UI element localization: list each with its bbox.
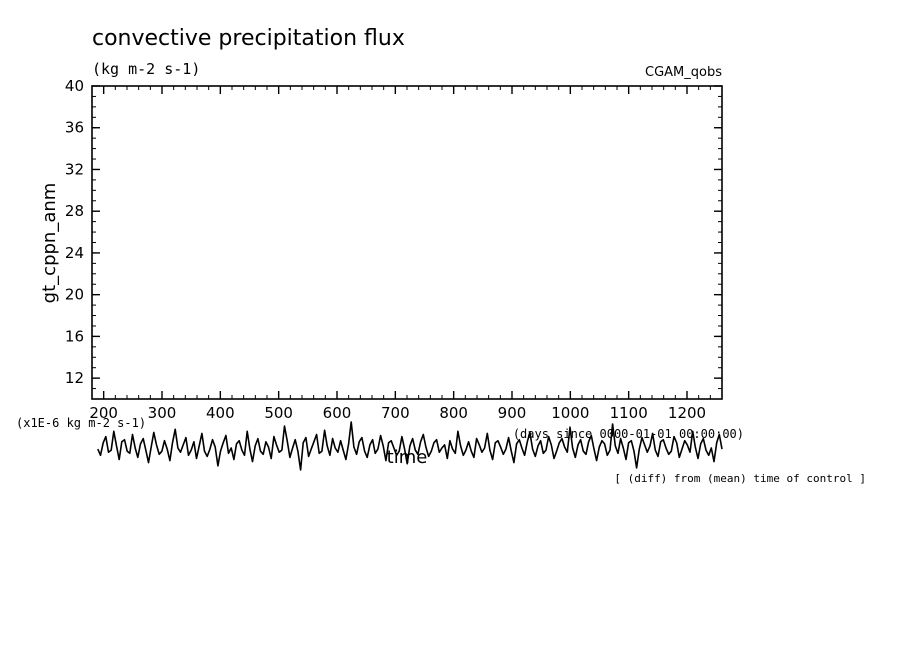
chart-title: convective precipitation flux bbox=[92, 26, 405, 51]
x-tick-label: 200 bbox=[89, 404, 118, 422]
y-tick-label: 24 bbox=[65, 244, 84, 262]
y-tick-label: 36 bbox=[65, 119, 84, 137]
x-tick-label: 800 bbox=[439, 404, 468, 422]
y-tick-label: 32 bbox=[65, 160, 84, 178]
y-tick-label: 28 bbox=[65, 202, 84, 220]
run-label: CGAM_qobs bbox=[645, 65, 722, 80]
x-axis-label: time bbox=[387, 447, 428, 468]
x-tick-label: 900 bbox=[498, 404, 527, 422]
y-axis-label: gt_cppn_anm bbox=[39, 183, 60, 304]
series-note: [ (diff) from (mean) time of control ] bbox=[614, 472, 866, 485]
x-axis: 200 300 400 500 600 700 800 900 1000 1100 1200 bbox=[89, 86, 723, 422]
x-tick-label: 1000 bbox=[551, 404, 589, 422]
x-tick-label: 1200 bbox=[668, 404, 706, 422]
y-tick-label: 16 bbox=[65, 327, 84, 345]
x-tick-label: 700 bbox=[381, 404, 410, 422]
y-scale-note: (x1E-6 kg m-2 s-1) bbox=[16, 416, 146, 430]
series-line bbox=[97, 421, 723, 471]
series-group bbox=[97, 421, 723, 471]
x-tick-label: 500 bbox=[264, 404, 293, 422]
plot-frame bbox=[91, 85, 723, 400]
x-tick-label: 600 bbox=[323, 404, 352, 422]
x-tick-label: 1100 bbox=[610, 404, 648, 422]
y-tick-label: 40 bbox=[65, 77, 84, 95]
y-tick-label: 20 bbox=[65, 286, 84, 304]
y-axis: 12 16 20 24 28 32 36 40 bbox=[65, 77, 722, 390]
x-tick-label: 300 bbox=[148, 404, 177, 422]
x-tick-label: 400 bbox=[206, 404, 235, 422]
y-tick-label: 12 bbox=[65, 369, 84, 387]
chart-units: (kg m-2 s-1) bbox=[92, 60, 200, 78]
